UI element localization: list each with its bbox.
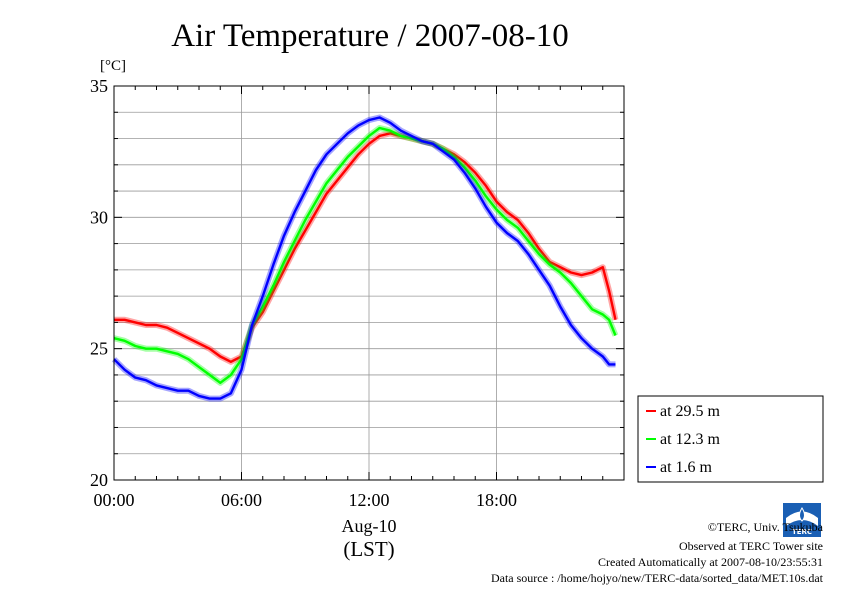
y-tick-label: 20 (90, 470, 108, 490)
x-axis-label: (LST) (343, 537, 394, 561)
terc-logo-text: TERC (792, 528, 812, 536)
grid-lines (114, 86, 624, 480)
terc-logo-drop-icon (799, 507, 805, 522)
legend: at 29.5 m at 12.3 m at 1.6 m (637, 395, 824, 483)
x-tick-label: 18:00 (476, 490, 517, 510)
y-axis-unit: [°C] (100, 58, 126, 74)
terc-logo: TERC (783, 503, 821, 537)
credit-source: Data source : /home/hojyo/new/TERC-data/… (491, 571, 824, 585)
series-lines (111, 114, 619, 402)
x-tick-label: 00:00 (93, 490, 134, 510)
series-line-1 (113, 126, 617, 384)
legend-box (637, 395, 824, 483)
y-tick-label: 30 (90, 207, 108, 227)
x-axis-ticks: 00:00 06:00 12:00 18:00 (93, 86, 625, 510)
y-tick-label: 35 (90, 76, 108, 96)
legend-label: at 1.6 m (660, 459, 713, 476)
series-line-2 (113, 116, 616, 400)
x-tick-label: 06:00 (221, 490, 262, 510)
credit-copyright: ©TERC, Univ. Tsukuba (708, 520, 824, 534)
y-axis-ticks: 20 25 30 35 (90, 76, 624, 490)
credit-created: Created Automatically at 2007-08-10/23:5… (598, 555, 823, 569)
legend-label: at 29.5 m (660, 403, 721, 420)
series-line-0 (114, 132, 617, 363)
x-tick-label: 12:00 (348, 490, 389, 510)
credit-site: Observed at TERC Tower site (679, 539, 823, 553)
chart-title: Air Temperature / 2007-08-10 (171, 18, 569, 54)
x-axis-date-label: Aug-10 (342, 516, 397, 536)
y-tick-label: 25 (90, 339, 108, 359)
legend-label: at 12.3 m (660, 431, 721, 448)
